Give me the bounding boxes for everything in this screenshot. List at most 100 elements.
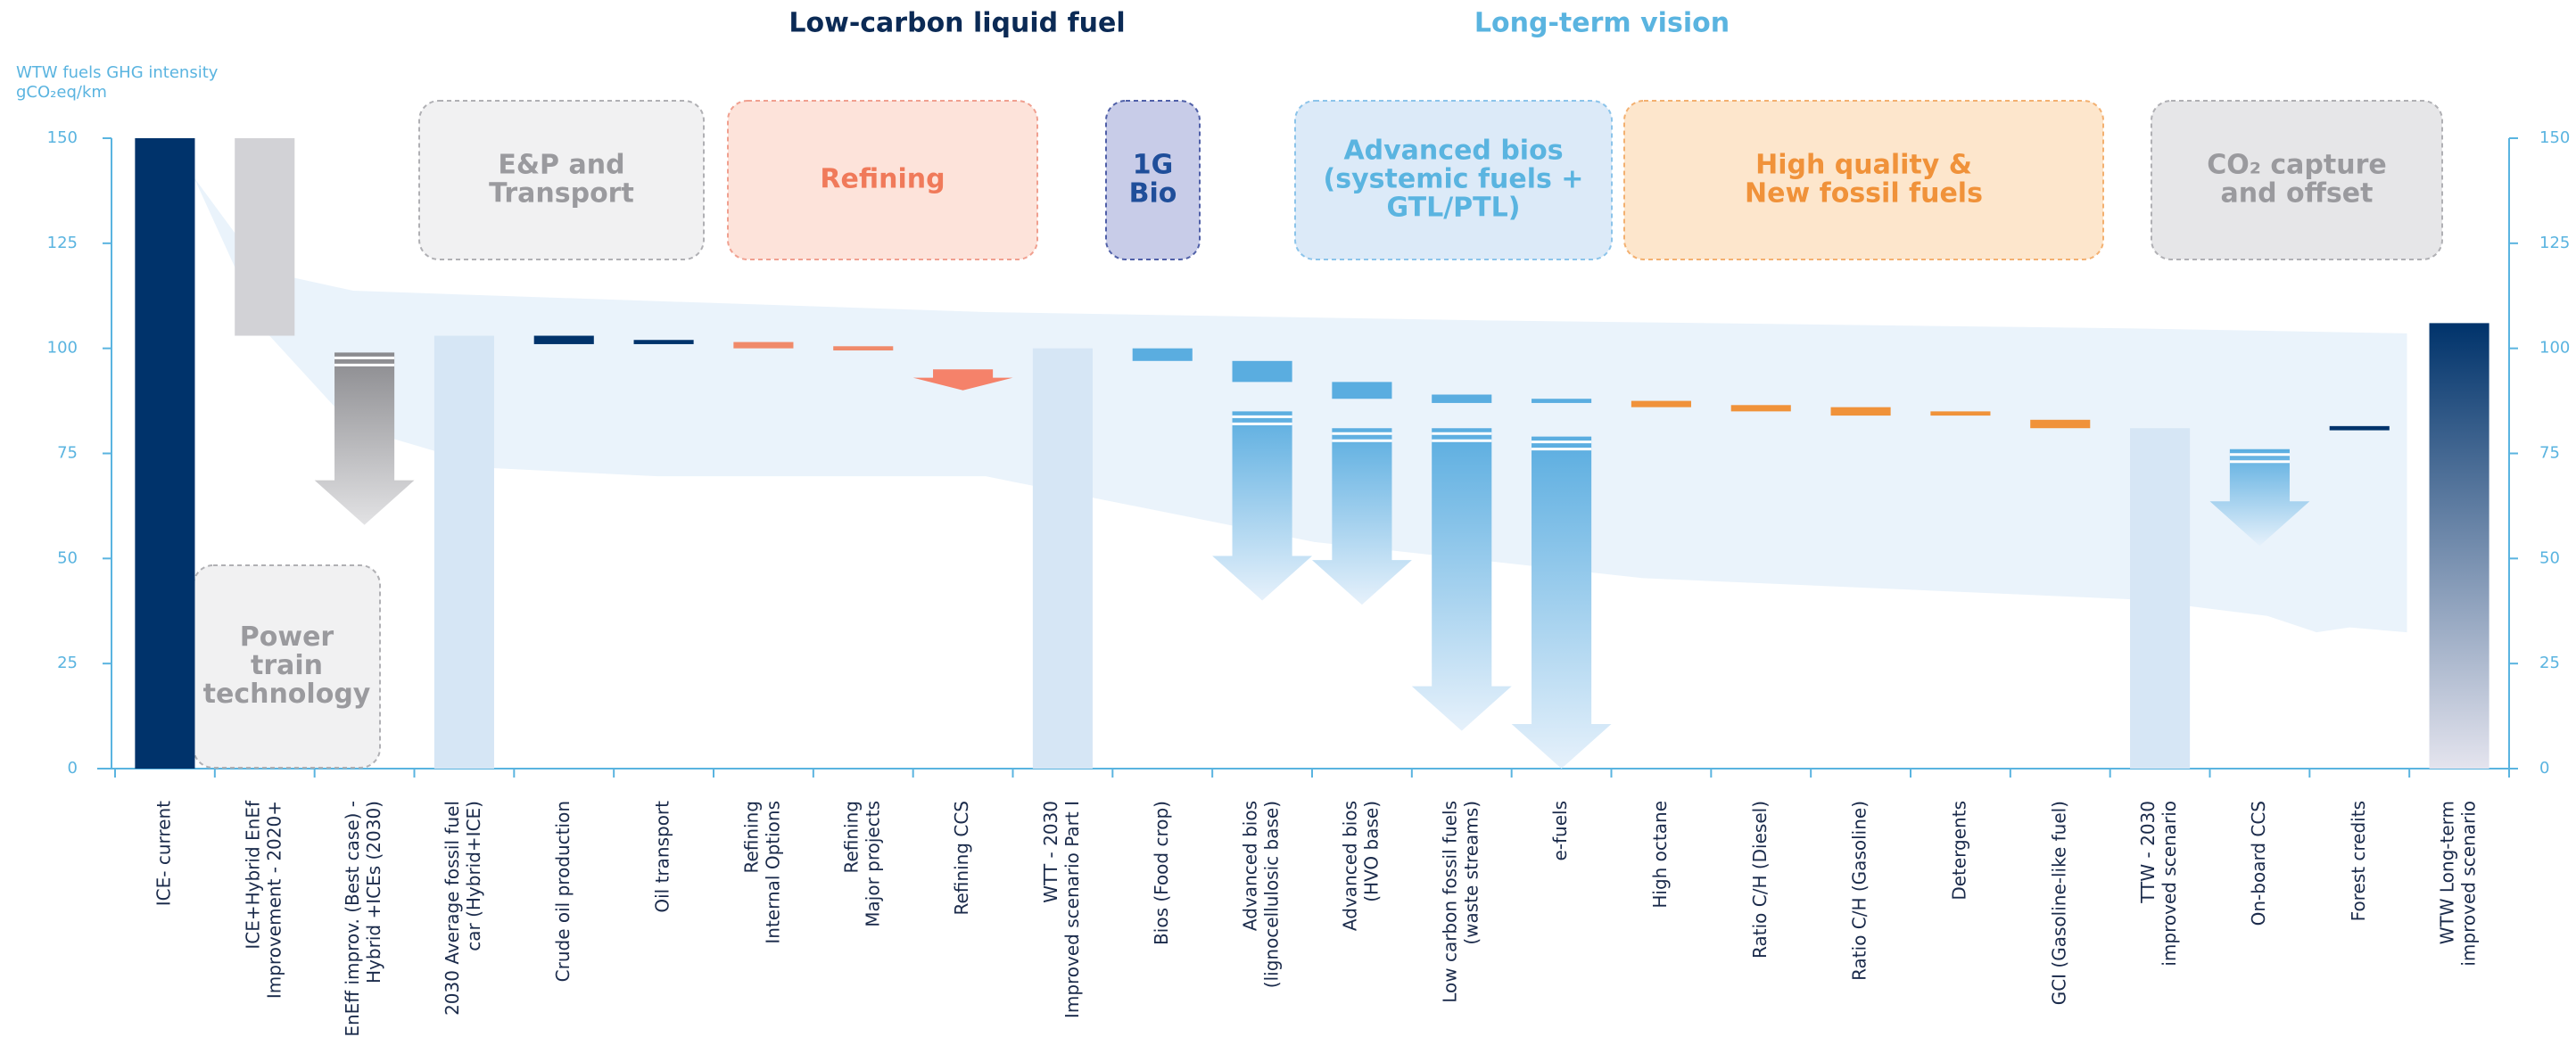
bar (433, 335, 494, 769)
x-tick-label: Internal Options (762, 801, 783, 944)
x-tick-label: TTW - 2030 (2137, 801, 2159, 904)
arrow (912, 369, 1013, 391)
group-box (193, 564, 381, 769)
x-tick-label: On-board CCS (2248, 801, 2269, 926)
x-tick-label: Refining (840, 801, 862, 874)
group-label: Transport (489, 178, 634, 210)
bar (1830, 407, 1891, 416)
y2-tick-label: 50 (2539, 548, 2560, 567)
x-tick-label: Forest credits (2348, 801, 2369, 921)
y2-tick-label: 25 (2539, 654, 2560, 672)
group-label: 1G (1133, 150, 1174, 181)
y2-tick-label: 0 (2539, 759, 2549, 778)
bar (1730, 405, 1791, 412)
y-tick-label: 50 (57, 548, 78, 567)
arrow (1212, 411, 1312, 601)
x-tick-label: Advanced bios (1339, 801, 1360, 931)
x-tick-label: Detergents (1948, 801, 1969, 901)
group-label: technology (203, 679, 371, 710)
x-tick-label: Bios (Food crop) (1151, 801, 1172, 945)
bar (1532, 399, 1592, 403)
x-tick-label: Ratio C/H (Diesel) (1749, 801, 1771, 959)
y2-tick-label: 75 (2539, 444, 2560, 463)
group-label: GTL/PTL) (1387, 193, 1521, 224)
x-tick-label: (lignocellulosic base) (1261, 801, 1283, 988)
group-box (2151, 100, 2443, 260)
y-tick-label: 25 (57, 654, 78, 672)
group-box (1294, 100, 1613, 260)
x-tick-label: ICE- current (153, 801, 174, 906)
x-tick-label: (HVO base) (1360, 801, 1382, 902)
x-tick-label: ICE+Hybrid EnEf (242, 800, 263, 950)
arrow (2209, 449, 2310, 547)
group-label: Advanced bios (1343, 136, 1563, 167)
bar (1032, 348, 1093, 769)
x-tick-label: Low carbon fossil fuels (1439, 801, 1460, 1003)
x-tick-label: e-fuels (1549, 801, 1571, 861)
x-tick-label: Oil transport (652, 801, 673, 913)
x-tick-label: Refining (740, 801, 762, 874)
bar (1432, 394, 1492, 403)
band (194, 177, 2407, 633)
x-tick-label: Improvement - 2020+ (263, 801, 285, 999)
bar (733, 342, 794, 349)
group-box (727, 100, 1038, 260)
y-tick-label: 150 (47, 128, 78, 147)
y2-tick-label: 100 (2539, 339, 2570, 358)
group-label: Power (240, 621, 334, 653)
x-tick-label: EnEff improv. (Best case) - (342, 801, 363, 1037)
y-axis-label: gCO₂eq/km (16, 83, 107, 102)
bar (2429, 323, 2489, 769)
x-tick-label: improved scenario (2159, 801, 2180, 967)
group-label: Bio (1129, 178, 1177, 210)
x-tick-label: 2030 Average fossil fuel (442, 801, 463, 1016)
group-box (1105, 100, 1201, 260)
bar (2030, 419, 2091, 429)
group-label: CO₂ capture (2207, 150, 2386, 181)
y-tick-label: 100 (47, 339, 78, 358)
arrow (1312, 428, 1412, 605)
bar (833, 346, 894, 351)
bar (1631, 400, 1691, 407)
x-tick-label: GCI (Gasoline-like fuel) (2048, 801, 2069, 1005)
section-header: Long-term vision (1474, 8, 1730, 39)
x-tick-label: Major projects (862, 801, 883, 927)
bar (1132, 348, 1193, 361)
background-band (194, 177, 2407, 633)
y-tick-label: 75 (57, 444, 78, 463)
group-label: High quality & (1755, 150, 1972, 181)
x-tick-label: High octane (1649, 801, 1671, 909)
bar (633, 340, 694, 344)
y2-tick-label: 150 (2539, 128, 2570, 147)
x-tick-label: Ratio C/H (Gasoline) (1849, 801, 1870, 981)
bar (2329, 425, 2390, 431)
x-tick-label: Refining CCS (951, 801, 972, 916)
bar (135, 138, 195, 769)
x-tick-label: improved scenario (2458, 801, 2480, 967)
x-tick-label: WTW Long-term (2437, 801, 2458, 944)
bar (235, 138, 295, 336)
y-tick-label: 0 (68, 759, 78, 778)
group-label: (systemic fuels + (1324, 164, 1584, 195)
x-tick-label: (waste streams) (1460, 801, 1482, 945)
y-axis-label: WTW fuels GHG intensity (16, 63, 219, 82)
bar (533, 335, 594, 344)
x-tick-label: Advanced bios (1240, 801, 1261, 931)
arrow (314, 352, 415, 525)
group-label: E&P and (498, 150, 624, 181)
x-tick-label: Crude oil production (552, 801, 574, 982)
group-label: Refining (820, 164, 945, 195)
group-box (1623, 100, 2104, 260)
x-tick-label: car (Hybrid+ICE) (463, 801, 484, 951)
y2-tick-label: 125 (2539, 234, 2570, 252)
bar (1232, 360, 1292, 383)
arrow (1511, 436, 1612, 769)
group-label: New fossil fuels (1745, 178, 1983, 210)
bar (2130, 428, 2191, 769)
y-tick-label: 125 (47, 234, 78, 252)
group-label: train (251, 650, 323, 681)
arrow (1411, 428, 1512, 731)
bar (1930, 411, 1991, 416)
section-header: Low-carbon liquid fuel (788, 8, 1125, 39)
